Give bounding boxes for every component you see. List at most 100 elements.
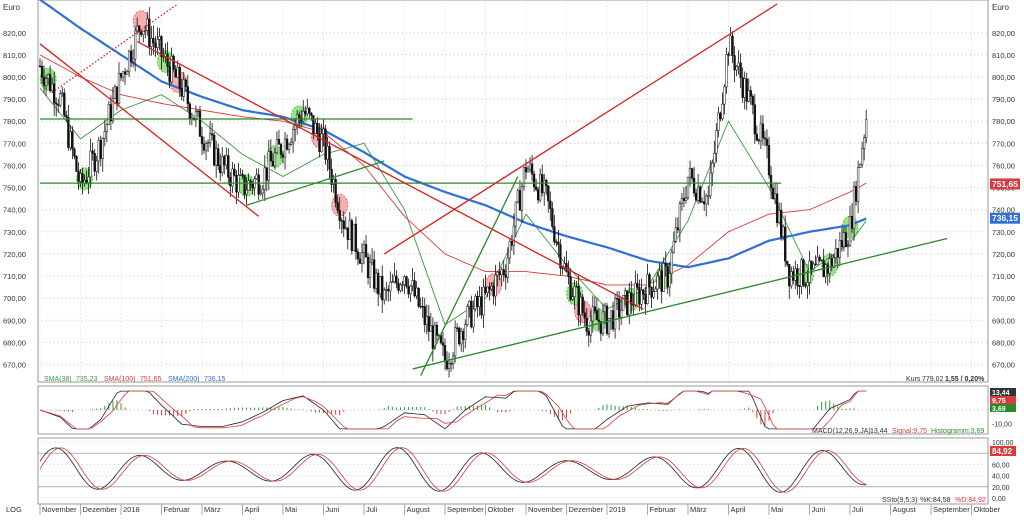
sma-line-sma38 (39, 87, 867, 326)
candle-body (368, 262, 372, 279)
time-axis-label: Mai (771, 505, 783, 514)
macd-badge-value: 3,69 (992, 406, 1006, 413)
candle-body (526, 168, 530, 173)
current-price-label: Kurs 779,02 1,55 / 0,20% (906, 376, 985, 383)
stochastic-panel (38, 441, 988, 499)
candle-body (607, 317, 611, 334)
price-tick-label-left: 720,00 (3, 250, 26, 259)
stochastic-axis: 100,00 60,00 40,00 20,00 0,00 (992, 440, 1014, 503)
time-axis-label: 2018 (123, 505, 140, 514)
candle-body (57, 103, 60, 106)
candle-body (573, 286, 576, 298)
trendline (412, 237, 948, 370)
candle-body (682, 197, 686, 201)
price-tick-label-left: 760,00 (3, 161, 26, 170)
candle-body (699, 186, 702, 203)
macd-signal-line (39, 390, 867, 430)
candle-body (255, 174, 258, 180)
candle-body (202, 143, 206, 151)
candle-body (850, 215, 854, 229)
candle-body (569, 276, 572, 300)
candle-body (162, 56, 165, 58)
candle-body (178, 66, 181, 89)
candle-body (425, 316, 428, 326)
candle-body (101, 138, 104, 159)
time-axis-label: Oktober (488, 505, 515, 514)
scale-mode-label: LOG (6, 505, 22, 514)
candle-body (613, 298, 617, 330)
trendline (136, 41, 644, 310)
candle-body (344, 227, 347, 230)
candle-body (348, 220, 351, 240)
candle-body (328, 146, 331, 170)
candle-body (330, 168, 333, 185)
candle-body (828, 258, 831, 274)
candle-body (575, 286, 578, 288)
candle-body (842, 232, 846, 248)
candle-body (399, 284, 402, 291)
candle-body (528, 163, 532, 170)
candle-body (861, 148, 864, 165)
price-tick-label-left: 780,00 (3, 117, 26, 126)
sma-legend: SMA(38) 735,23 SMA(100) 751,65 SMA(200) … (44, 376, 226, 383)
candle-body (372, 259, 376, 289)
candle-body (844, 232, 848, 248)
candle-body (597, 319, 601, 322)
candle-body (219, 165, 222, 173)
sma200-price-badge: 736,15 (990, 212, 1020, 224)
candle-body (360, 252, 364, 264)
candle-body (723, 86, 726, 105)
candle-body (852, 186, 856, 229)
candle-body (172, 56, 175, 70)
macd-tick-label: -10,00 (992, 422, 1012, 429)
candle-body (524, 167, 528, 173)
trendline (39, 43, 260, 217)
price-tick-label-right: 810,00 (992, 51, 1015, 60)
candle-body (395, 275, 398, 284)
candle-body (352, 223, 356, 251)
candle-body (504, 274, 507, 278)
candle-body (622, 295, 625, 311)
candle-body (498, 272, 501, 276)
candle-body (539, 174, 542, 201)
candle-body (107, 104, 110, 125)
candle-body (383, 289, 386, 301)
candle-body (42, 76, 46, 86)
candle-body (103, 131, 106, 139)
stochastic-badge-value: 84,92 (992, 447, 1013, 456)
candle-body (239, 173, 242, 176)
candle-body (318, 133, 321, 152)
sto-legend-name: SSto(9,5,3) (882, 497, 917, 504)
candle-body (790, 271, 793, 287)
candle-body (233, 168, 236, 176)
candle-body (46, 74, 50, 79)
current-price-name: Kurs (906, 376, 921, 383)
candle-body (403, 276, 406, 285)
candle-body (73, 148, 76, 157)
candle-body (674, 227, 678, 242)
candle-body (158, 36, 161, 40)
candle-body (642, 290, 645, 295)
stochastic-legend: SSto(9,5,3) %K:84,58 %D:84,92 (882, 497, 986, 504)
legend-sma38-name: SMA(38) (44, 376, 72, 383)
candle-body (664, 263, 667, 267)
candle-body (223, 156, 226, 166)
time-axis-label: Juni (812, 505, 826, 514)
candle-body (148, 18, 151, 47)
candle-body (733, 55, 736, 71)
candle-body (626, 290, 629, 316)
candle-body (381, 276, 384, 301)
price-panel-frame (37, 0, 989, 383)
time-axis-label: April (245, 505, 260, 514)
unit-label-left: Euro (3, 3, 20, 12)
candle-body (494, 274, 497, 297)
candle-body (474, 295, 477, 310)
candle-body (55, 102, 58, 105)
candle-body (579, 296, 582, 316)
candle-body (549, 200, 552, 209)
sma100-badge-value: 751,65 (992, 179, 1018, 189)
candle-body (350, 220, 354, 251)
candle-body (618, 298, 621, 318)
candle-body (688, 168, 692, 178)
candle-body (753, 104, 756, 135)
